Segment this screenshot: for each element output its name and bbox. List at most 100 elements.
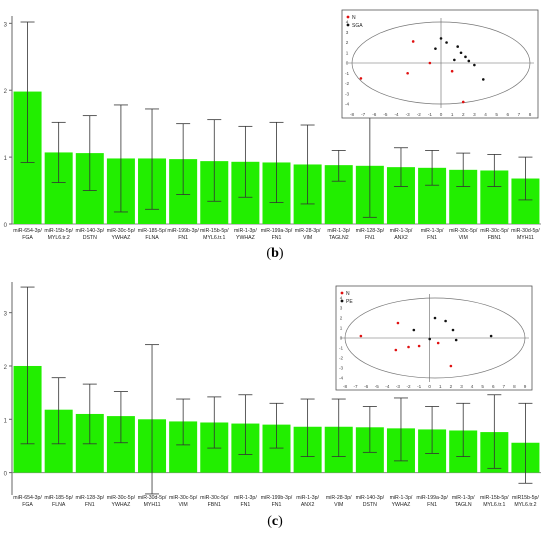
category-label-mirna: miR-30c-5p/: [169, 495, 198, 501]
category-label-gene: MYL6.tr.1: [483, 502, 505, 508]
inset-legend-marker: [346, 23, 350, 27]
inset-y-tick-label: -3: [339, 366, 344, 371]
category-label-mirna: miR-15b-5p/: [200, 228, 229, 234]
category-label-mirna: miR-30d-5p/: [138, 495, 167, 501]
panel-label-b: (b): [266, 246, 284, 261]
category-label-mirna: miR-30c-5p/: [107, 495, 136, 501]
category-label-mirna: miR-199a-3p/: [416, 495, 448, 501]
inset-y-tick-label: 3: [346, 30, 349, 35]
inset-x-tick-label: 1: [451, 112, 454, 117]
inset-x-tick-label: -6: [372, 112, 377, 117]
inset-legend-label: SGA: [352, 23, 363, 29]
inset-x-tick-label: -3: [396, 384, 401, 389]
category-label-gene: VIM: [334, 502, 343, 508]
inset-point-n: [359, 334, 363, 338]
inset-x-tick-label: -8: [343, 384, 348, 389]
category-label-mirna: miR-28-3p/: [295, 228, 321, 234]
inset-point-pe: [451, 328, 455, 332]
inset-y-tick-label: 2: [340, 316, 343, 321]
category-label-mirna: miR-30c-5p/: [107, 228, 136, 234]
inset-legend-marker: [340, 291, 344, 295]
inset-frame: [341, 9, 539, 119]
category-label-gene: FLNA: [145, 235, 159, 241]
inset-point-n: [428, 61, 432, 65]
category-label-gene: FN1: [427, 235, 437, 241]
category-label-gene: FN1: [85, 502, 95, 508]
inset-x-tick-label: 5: [495, 112, 498, 117]
inset-point-sga: [473, 63, 476, 67]
category-label-gene: FGA: [22, 502, 33, 508]
y-tick-label: 0: [4, 472, 8, 478]
inset-point-sga: [481, 78, 485, 81]
inset-point-n: [411, 40, 415, 43]
inset-point-sga: [439, 37, 443, 40]
inset-x-tick-label: 8: [529, 112, 532, 117]
inset-legend-label: N: [352, 15, 356, 21]
inset-point-n: [461, 100, 465, 104]
category-label-gene: ANX2: [301, 502, 315, 508]
category-label-mirna: miR-140-3p/: [76, 228, 105, 234]
category-label-gene: FN1: [272, 235, 282, 241]
category-label-mirna: miR-199a-3p/: [261, 228, 293, 234]
inset-x-tick-label: 0: [440, 112, 443, 117]
panel-label-c: (c): [267, 514, 283, 529]
category-label-mirna: miR-1-3p/: [234, 495, 257, 501]
inset-x-tick-label: -7: [361, 112, 366, 117]
inset-x-tick-label: 7: [503, 384, 506, 389]
category-label-gene: FN1: [272, 502, 282, 508]
inset-point-sga: [459, 51, 463, 55]
category-label-gene: TAGLN: [455, 502, 472, 508]
category-label-mirna: miR-1-3p/: [296, 495, 319, 501]
category-label-mirna: miR15b-5p/: [512, 495, 539, 501]
category-label-mirna: miR-30c-5p/: [480, 228, 509, 234]
inset-x-tick-label: -2: [406, 384, 411, 389]
category-label-mirna: miR-30c-5p/: [449, 228, 478, 234]
chart-panel-b: 0 1 2 3 miR-654-3p/FGA miR-15b-5p/MYL6.tr.2 mi…: [4, 9, 541, 241]
inset-x-tick-label: 5: [481, 384, 484, 389]
category-label-mirna: miR-1-3p/: [234, 228, 257, 234]
category-label-gene: FBN1: [488, 235, 501, 241]
inset-y-tick-label: 0: [340, 336, 343, 341]
inset-x-tick-label: 1: [439, 384, 442, 389]
inset-x-tick-label: -1: [428, 112, 433, 117]
category-label-mirna: miR-140-3p/: [356, 495, 385, 501]
category-label-mirna: miR-654-3p/: [13, 228, 42, 234]
inset-point-n: [407, 345, 410, 349]
chart-panel-c: 0 1 2 3 miR-654-3p/FGA miR-185-5p/FLNA miR-128…: [0, 268, 550, 536]
inset-x-tick-label: 2: [450, 384, 453, 389]
inset-x-tick-label: 0: [428, 384, 431, 389]
inset-y-tick-label: -3: [345, 91, 350, 96]
category-label-mirna: miR-30c-5p/: [200, 495, 229, 501]
inset-y-tick-label: 4: [346, 20, 349, 25]
y-tick-label: 0: [4, 223, 8, 229]
inset-legend-marker: [346, 15, 350, 19]
inset-y-tick-label: 2: [346, 40, 349, 45]
category-label-mirna: miR-1-3p/: [327, 228, 350, 234]
inset-x-tick-label: 7: [518, 112, 521, 117]
inset-y-tick-label: -2: [339, 356, 344, 361]
inset-y-tick-label: -1: [345, 71, 350, 76]
category-label-gene: FGA: [22, 235, 33, 241]
category-label-mirna: miR-128-3p/: [356, 228, 385, 234]
y-tick-label: 1: [4, 418, 8, 424]
inset-point-pe: [433, 316, 437, 320]
inset-y-tick-label: -1: [339, 346, 344, 351]
category-label-mirna: miR-30d-5p/: [511, 228, 540, 234]
category-label-gene: YWHAZ: [112, 235, 131, 241]
inset-y-tick-label: -2: [345, 81, 350, 86]
category-label-gene: FBN1: [208, 502, 221, 508]
category-label-mirna: miR-15b-5p/: [44, 228, 73, 234]
category-label-gene: YWHAZ: [392, 502, 411, 508]
inset-x-tick-label: -6: [364, 384, 369, 389]
inset-point-pe: [412, 328, 416, 332]
inset-point-sga: [434, 47, 437, 50]
inset-point-n: [449, 364, 453, 368]
inset-point-sga: [453, 58, 456, 62]
inset-x-tick-label: 8: [513, 384, 516, 389]
category-label-gene: DSTN: [363, 502, 377, 508]
inset-x-tick-label: 3: [460, 384, 463, 389]
inset-point-sga: [456, 45, 459, 48]
inset-point-pe: [454, 338, 458, 342]
inset-y-tick-label: -4: [345, 102, 350, 107]
inset-point-n: [406, 71, 409, 75]
